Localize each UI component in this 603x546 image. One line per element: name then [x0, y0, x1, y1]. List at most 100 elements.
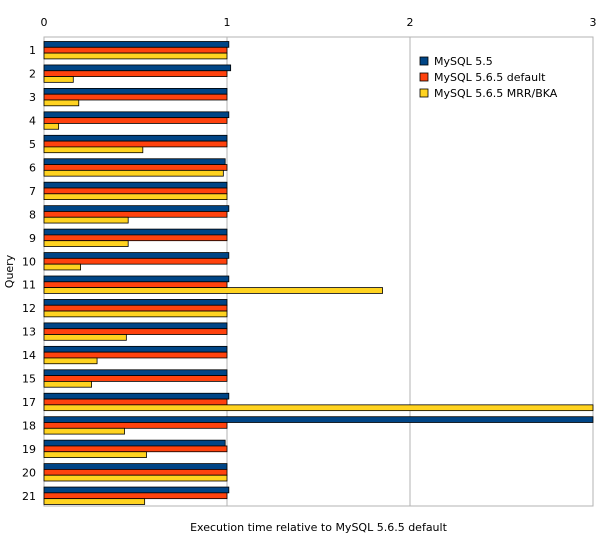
bar-mysql-5-6-5-default-query-5: [43, 140, 228, 148]
legend: MySQL 5.5 MySQL 5.6.5 default MySQL 5.6.5 …: [419, 55, 558, 100]
bar-mysql-5-6-5-mrr-bka-query-7: [43, 193, 228, 201]
y-axis-title: Query: [3, 254, 16, 288]
bar-mysql-5-5-query-19: [43, 439, 226, 447]
bar-mysql-5-6-5-default-query-2: [43, 70, 228, 77]
legend-label: MySQL 5.6.5 MRR/BKA: [434, 87, 558, 100]
bar-mysql-5-6-5-default-query-20: [43, 468, 228, 476]
bar-mysql-5-6-5-mrr-bka-query-13: [43, 334, 127, 341]
bar-mysql-5-5-query-9: [43, 228, 228, 236]
bar-mysql-5-5-query-4: [43, 111, 230, 119]
plot-area: [43, 36, 594, 507]
y-tick-label: 7: [29, 185, 36, 198]
y-tick-label: 20: [22, 466, 36, 479]
bar-mysql-5-5-query-6: [43, 158, 226, 165]
y-tick-label: 12: [22, 302, 36, 315]
x-axis-title: Execution time relative to MySQL 5.6.5 d…: [190, 521, 447, 534]
bar-mysql-5-6-5-default-query-7: [43, 187, 228, 195]
x-tick-label: 2: [407, 16, 414, 29]
bar-mysql-5-6-5-default-query-1: [43, 46, 228, 54]
bar-mysql-5-6-5-default-query-6: [43, 164, 228, 171]
bar-mysql-5-5-query-21: [43, 486, 230, 494]
bar-mysql-5-6-5-mrr-bka-query-12: [43, 310, 228, 318]
bar-mysql-5-6-5-mrr-bka-query-8: [43, 216, 129, 224]
x-axis-tick-labels: 0 1 2 3: [41, 16, 597, 29]
x-tick-label: 3: [590, 16, 597, 29]
grid-layer: [43, 37, 594, 506]
y-tick-label: 8: [29, 208, 36, 221]
y-tick-label: 3: [29, 91, 36, 104]
y-tick-label: 11: [22, 279, 36, 292]
bar-mysql-5-6-5-mrr-bka-query-5: [43, 146, 144, 154]
bar-mysql-5-6-5-default-query-3: [43, 93, 228, 101]
bar-mysql-5-5-query-15: [43, 369, 228, 376]
y-tick-label: 5: [29, 138, 36, 151]
x-tick-label: 0: [41, 16, 48, 29]
legend-swatch: [419, 56, 429, 66]
y-tick-label: 13: [22, 326, 36, 339]
bar-mysql-5-6-5-mrr-bka-query-3: [43, 99, 80, 107]
y-tick-label: 21: [22, 490, 36, 503]
bar-mysql-5-5-query-7: [43, 181, 228, 189]
bar-mysql-5-5-query-3: [43, 88, 228, 95]
bar-mysql-5-5-query-8: [43, 205, 230, 212]
bar-mysql-5-6-5-default-query-10: [43, 257, 228, 265]
bar-mysql-5-6-5-default-query-4: [43, 117, 228, 124]
bar-mysql-5-6-5-mrr-bka-query-20: [43, 474, 228, 482]
bar-mysql-5-6-5-mrr-bka-query-6: [43, 169, 224, 177]
bar-mysql-5-6-5-default-query-14: [43, 351, 228, 359]
bar-mysql-5-6-5-default-query-11: [43, 281, 228, 288]
y-tick-label: 6: [29, 161, 36, 174]
bar-mysql-5-5-query-17: [43, 392, 230, 400]
bar-mysql-5-6-5-default-query-9: [43, 234, 228, 242]
bar-mysql-5-6-5-mrr-bka-query-17: [43, 404, 594, 412]
plot-border: [43, 36, 594, 507]
legend-label: MySQL 5.6.5 default: [434, 71, 546, 84]
bar-mysql-5-6-5-mrr-bka-query-1: [43, 52, 228, 60]
bar-mysql-5-6-5-mrr-bka-query-15: [43, 380, 92, 388]
bar-mysql-5-6-5-mrr-bka-query-14: [43, 357, 98, 365]
bar-mysql-5-6-5-default-query-12: [43, 304, 228, 312]
bar-mysql-5-5-query-10: [43, 252, 230, 259]
y-tick-label: 18: [22, 419, 36, 432]
bar-mysql-5-6-5-default-query-18: [43, 422, 228, 429]
bar-mysql-5-6-5-mrr-bka-query-2: [43, 76, 74, 83]
bar-mysql-5-6-5-mrr-bka-query-11: [43, 287, 383, 294]
bar-mysql-5-6-5-default-query-19: [43, 445, 228, 453]
legend-swatch: [419, 72, 429, 82]
bar-mysql-5-5-query-12: [43, 299, 228, 306]
legend-swatch: [419, 88, 429, 98]
bar-mysql-5-5-query-14: [43, 345, 228, 353]
bar-mysql-5-6-5-mrr-bka-query-10: [43, 263, 81, 271]
bar-mysql-5-6-5-default-query-15: [43, 375, 228, 382]
bar-mysql-5-6-5-mrr-bka-query-18: [43, 427, 125, 435]
y-tick-label: 9: [29, 232, 36, 245]
bar-mysql-5-6-5-default-query-21: [43, 492, 228, 500]
y-tick-label: 2: [29, 68, 36, 81]
y-tick-label: 17: [22, 396, 36, 409]
y-tick-label: 15: [22, 373, 36, 386]
x-tick-label: 1: [224, 16, 231, 29]
bar-mysql-5-6-5-mrr-bka-query-4: [43, 123, 60, 130]
y-tick-label: 1: [29, 44, 36, 57]
bar-mysql-5-5-query-13: [43, 322, 228, 330]
bars-layer: [43, 41, 594, 505]
bar-mysql-5-6-5-default-query-17: [43, 398, 228, 406]
y-tick-label: 14: [22, 349, 36, 362]
bar-mysql-5-5-query-11: [43, 275, 230, 283]
y-tick-label: 10: [22, 255, 36, 268]
bar-mysql-5-5-query-1: [43, 41, 230, 48]
y-tick-label: 4: [29, 115, 36, 128]
bar-mysql-5-5-query-20: [43, 463, 228, 470]
bar-mysql-5-6-5-default-query-8: [43, 211, 228, 218]
bar-mysql-5-5-query-18: [43, 416, 594, 423]
y-tick-label: 19: [22, 443, 36, 456]
bar-mysql-5-5-query-2: [43, 64, 232, 72]
bar-mysql-5-6-5-mrr-bka-query-19: [43, 451, 147, 458]
bar-mysql-5-5-query-5: [43, 134, 228, 142]
bar-mysql-5-6-5-mrr-bka-query-9: [43, 240, 129, 247]
legend-label: MySQL 5.5: [434, 55, 493, 68]
bar-mysql-5-6-5-default-query-13: [43, 328, 228, 335]
